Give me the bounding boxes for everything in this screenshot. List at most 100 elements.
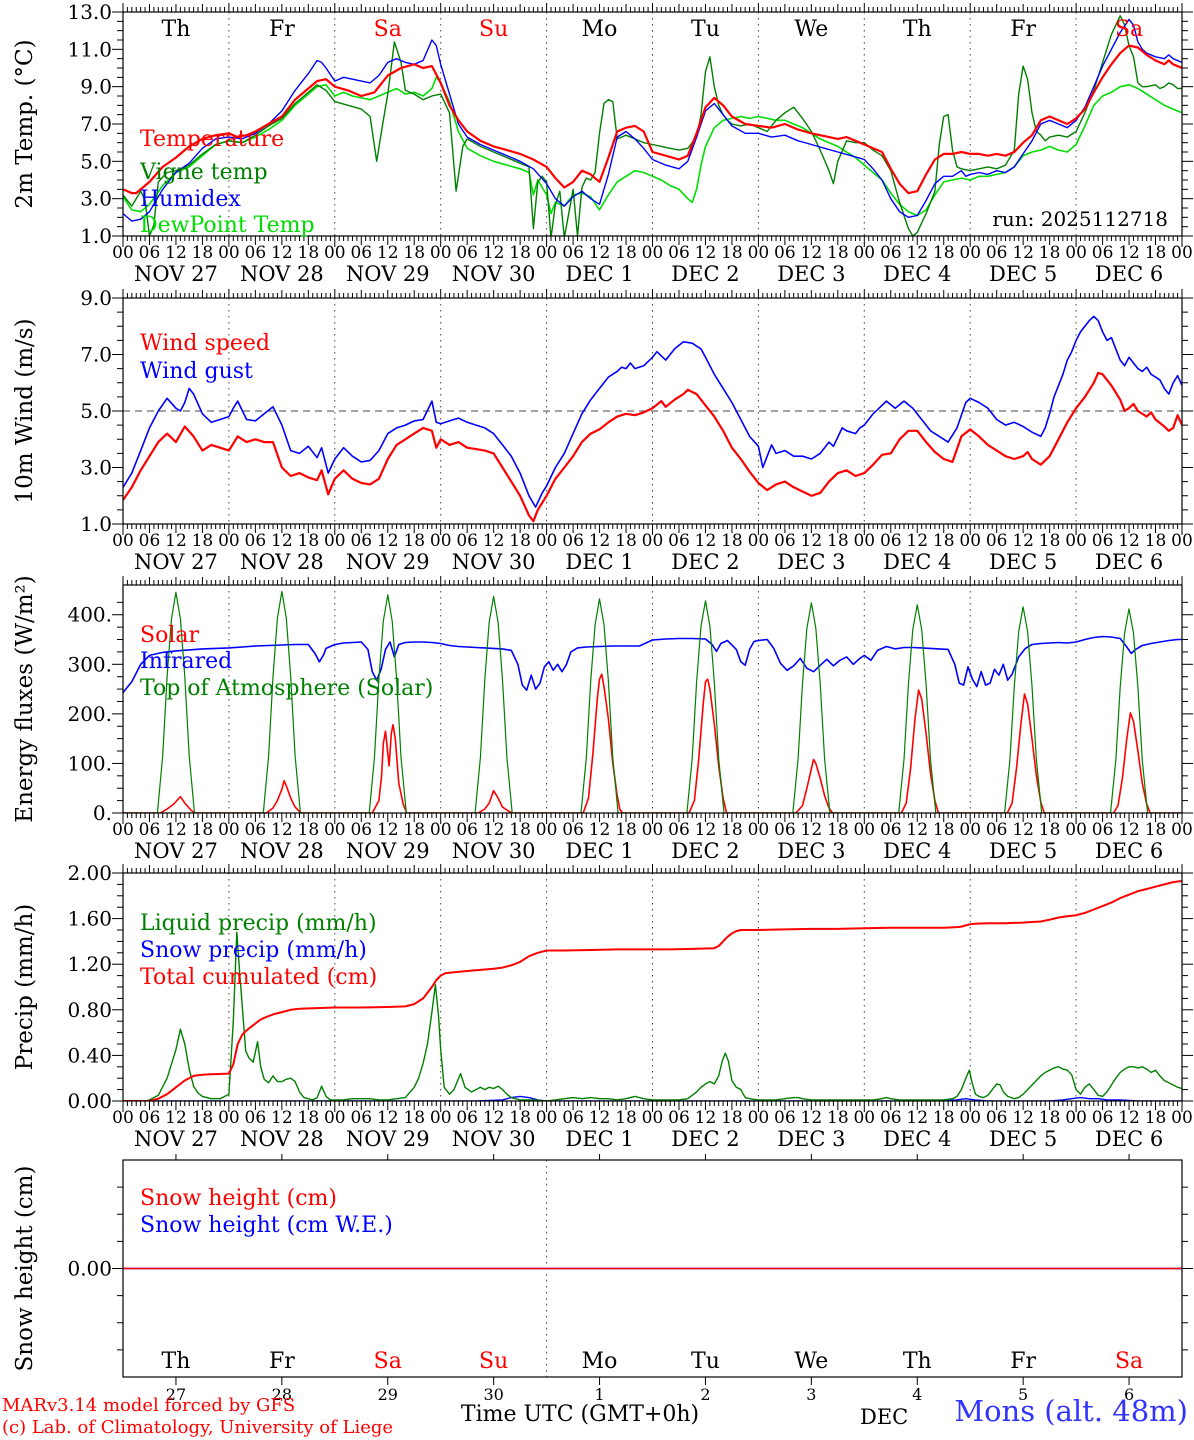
panel-frame-snow [122,1159,1183,1378]
y-tick-label: 100. [67,751,112,775]
hour-label: 12 [801,820,823,840]
date-label: DEC 4 [883,550,951,574]
date-label: NOV 27 [134,262,218,286]
y-tick-label: 9.0 [80,286,112,310]
hour-label: 18 [509,243,531,263]
hour-label: 18 [827,531,849,551]
hour-label: 12 [589,243,611,263]
series-total-cumulated-cm [123,880,1182,1101]
panel-frame-temperature [122,11,1183,237]
run-timestamp: run: 2025112718 [992,207,1168,231]
legend-wind-gust: Wind gust [140,359,253,384]
y-tick-label: 1.60 [67,907,112,931]
weekday-label: Sa [1115,17,1143,42]
hour-label: 18 [721,531,743,551]
hour-label: 18 [933,820,955,840]
legend-snow-height-cm: Snow height (cm) [140,1186,337,1211]
hour-label: 18 [192,820,214,840]
date-label: DEC 4 [883,262,951,286]
hour-label: 00 [430,820,452,840]
hour-label: 12 [1118,1108,1140,1128]
hour-label: 00 [1171,1108,1193,1128]
date-label: NOV 30 [452,839,536,863]
hour-label: 06 [880,531,902,551]
hour-label: 00 [324,531,346,551]
hour-label: 00 [853,243,875,263]
y-tick-label: 400. [67,603,112,627]
y-tick-label: 3.0 [80,187,112,211]
date-label: DEC 4 [883,839,951,863]
station-label: Mons (alt. 48m) [954,1394,1188,1428]
series-top-of-atmosphere-solar [123,590,1182,813]
hour-label: 18 [192,531,214,551]
hour-label: 12 [483,1108,505,1128]
hour-label: 18 [298,1108,320,1128]
hour-label: 18 [721,820,743,840]
date-label: DEC 6 [1095,550,1163,574]
hour-label: 12 [165,243,187,263]
time-axis-title: Time UTC (GMT+0h) [460,1402,700,1427]
series-liquid-precip-mm-h [123,931,1182,1101]
hour-label: 06 [986,1108,1008,1128]
hour-label: 12 [589,820,611,840]
hour-label: 12 [271,820,293,840]
hour-label: 06 [774,243,796,263]
hour-label: 06 [986,531,1008,551]
hour-label: 12 [1012,820,1034,840]
hour-label: 06 [668,1108,690,1128]
y-tick-label: 0. [93,801,112,825]
day-number-label: 1 [594,1385,604,1404]
legend-snow-precip-mm-h: Snow precip (mm/h) [140,938,367,963]
weekday-label: Su [479,17,508,42]
weekday-label: Mo [582,17,618,42]
hour-label: 18 [403,531,425,551]
y-axis-title-energy: Energy fluxes (W/m²) [12,575,38,822]
hour-label: 18 [827,820,849,840]
day-number-label: 30 [483,1385,503,1404]
date-label: DEC 5 [989,262,1057,286]
legend-solar: Solar [140,623,199,648]
hour-label: 06 [139,243,161,263]
hour-label: 12 [1012,1108,1034,1128]
day-number-label: 27 [166,1385,186,1404]
date-label: DEC 6 [1095,262,1163,286]
hour-label: 18 [1039,1108,1061,1128]
hour-label: 00 [748,243,770,263]
hour-label: 00 [1065,243,1087,263]
hour-label: 06 [562,820,584,840]
hour-label: 06 [456,1108,478,1128]
date-label: NOV 28 [240,550,324,574]
date-label: DEC 1 [565,1127,633,1151]
y-tick-label: 9.0 [80,75,112,99]
date-label: DEC 5 [989,550,1057,574]
weekday-label: Su [479,1349,508,1374]
legend-dewpoint-temp: DewPoint Temp [140,213,315,238]
hour-label: 12 [271,243,293,263]
weekday-label: Th [162,1349,191,1374]
legend-infrared: Infrared [140,649,233,674]
series-wind-speed [123,371,1182,523]
hour-label: 00 [324,243,346,263]
series-snow-precip-mm-h [123,1095,1182,1101]
hour-label: 00 [112,531,134,551]
weekday-label: Fr [1010,1349,1036,1374]
hour-label: 00 [1065,531,1087,551]
day-number-label: 4 [912,1385,922,1404]
hour-label: 00 [642,531,664,551]
weekday-label: Th [903,17,932,42]
hour-label: 00 [112,1108,134,1128]
y-tick-label: 11.0 [67,37,112,61]
hour-label: 06 [668,820,690,840]
hour-label: 00 [112,820,134,840]
hour-label: 06 [562,1108,584,1128]
hour-label: 12 [271,1108,293,1128]
hour-label: 18 [615,1108,637,1128]
y-tick-label: 7.0 [80,343,112,367]
hour-label: 18 [615,243,637,263]
hour-label: 00 [536,243,558,263]
hour-label: 12 [801,531,823,551]
hour-label: 00 [959,1108,981,1128]
weekday-label: Sa [374,1349,402,1374]
hour-label: 06 [456,820,478,840]
